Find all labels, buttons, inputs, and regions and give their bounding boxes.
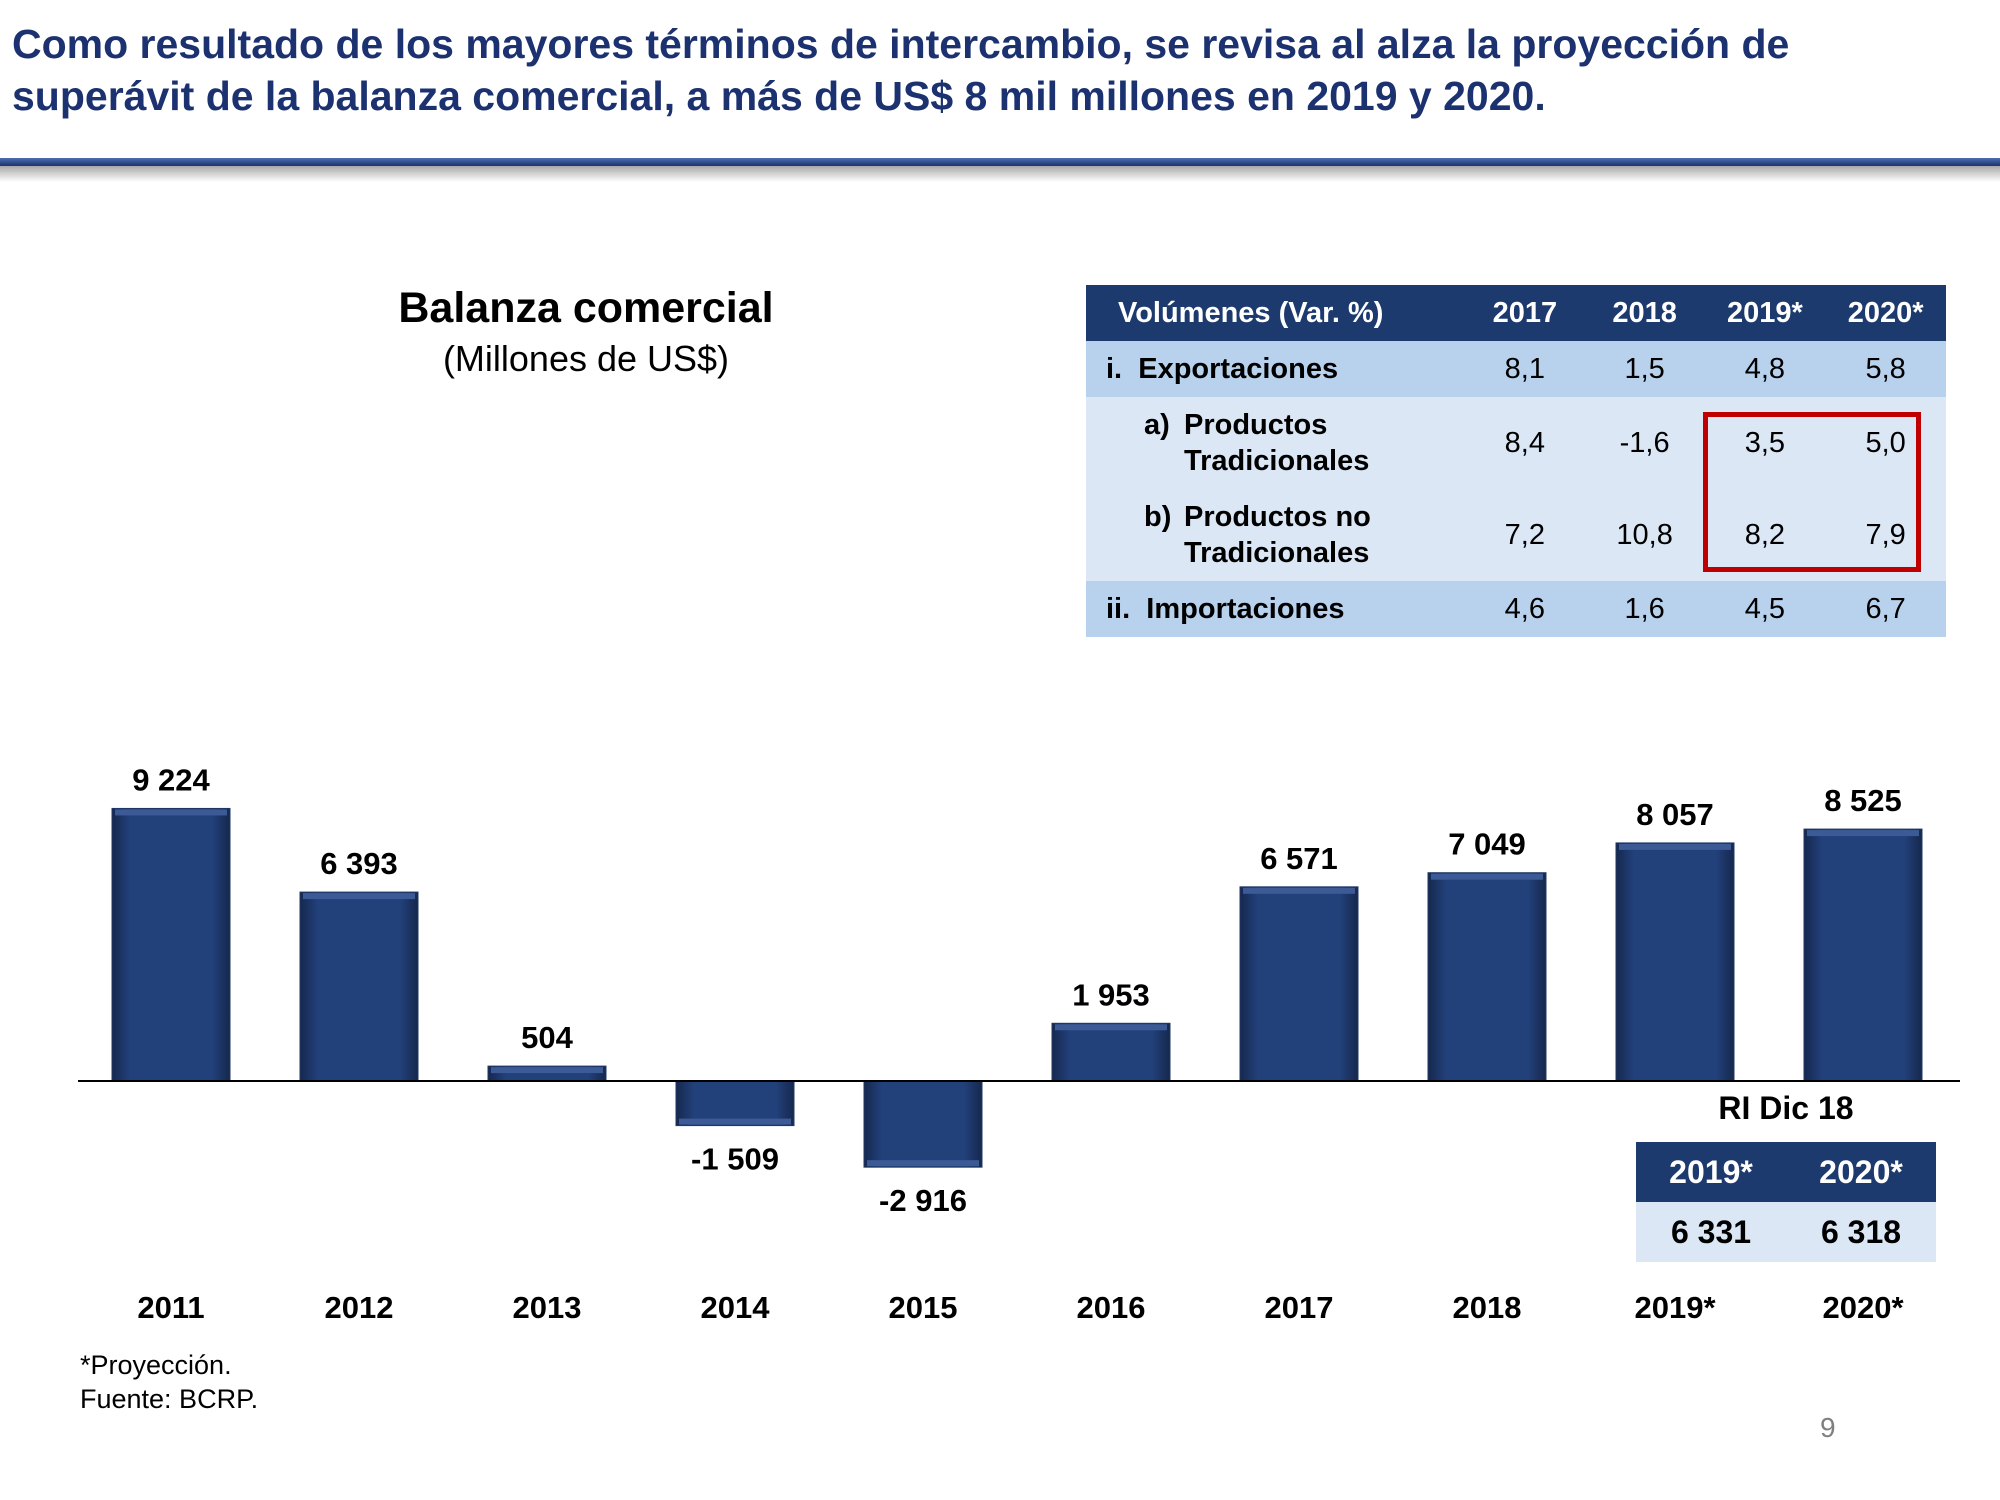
header-rule <box>0 158 2000 166</box>
headline: Como resultado de los mayores términos d… <box>12 18 1982 122</box>
footnote-source: Fuente: BCRP. <box>80 1384 259 1414</box>
data-label: 6 393 <box>320 846 398 881</box>
x-tick-label: 2012 <box>325 1290 394 1325</box>
table-cell: -1,6 <box>1584 397 1705 489</box>
data-label: 1 953 <box>1072 977 1150 1012</box>
x-tick-label: 2013 <box>513 1290 582 1325</box>
bar-2017 <box>1239 886 1359 1082</box>
row-label-line-2: Tradicionales <box>1184 445 1370 477</box>
ri-table-header: 2019* 2020* <box>1636 1142 1936 1202</box>
bar-bevel <box>303 893 415 900</box>
table-cell: 4,6 <box>1464 581 1585 637</box>
bar-bevel <box>1243 887 1355 894</box>
bar-2020 <box>1803 828 1923 1082</box>
row-label-tradicionales: a) Productos Tradicionales <box>1086 397 1465 489</box>
bar-bevel <box>115 809 227 816</box>
data-label: 8 057 <box>1636 797 1714 832</box>
data-label: 9 224 <box>132 762 210 797</box>
table-cell: 8,4 <box>1464 397 1585 489</box>
x-tick-label: 2018 <box>1453 1290 1522 1325</box>
ri-value-2020: 6 318 <box>1786 1202 1936 1262</box>
data-label: -1 509 <box>691 1142 779 1177</box>
ri-value-2019: 6 331 <box>1636 1202 1786 1262</box>
bar-2011 <box>111 807 231 1082</box>
row-prefix: ii. <box>1106 592 1131 625</box>
headline-line-1: Como resultado de los mayores términos d… <box>12 21 1790 67</box>
data-label: 6 571 <box>1260 841 1338 876</box>
table-cell: 4,8 <box>1704 341 1826 397</box>
row-prefix: a) <box>1144 409 1170 441</box>
x-tick-label: 2011 <box>137 1290 204 1325</box>
bar-2014 <box>675 1080 795 1127</box>
row-label-no-tradicionales: b) Productos no Tradicionales <box>1086 489 1465 581</box>
ri-header-2019: 2019* <box>1636 1142 1786 1202</box>
volumes-header-2017: 2017 <box>1464 285 1585 341</box>
row-prefix: b) <box>1144 501 1172 533</box>
ri-table-values: 6 331 6 318 <box>1636 1202 1936 1262</box>
row-label: Exportaciones <box>1138 352 1339 385</box>
row-label-line-2: Tradicionales <box>1184 537 1370 569</box>
ri-table-title: RI Dic 18 <box>1718 1090 1854 1126</box>
table-row-tradicionales: a) Productos Tradicionales 8,4 -1,6 3,5 … <box>1086 397 1946 489</box>
x-tick-label: 2020* <box>1822 1290 1904 1325</box>
table-cell: 8,1 <box>1464 341 1585 397</box>
ri-header-2020: 2020* <box>1786 1142 1936 1202</box>
volumes-table: Volúmenes (Var. %) 2017 2018 2019* 2020*… <box>1086 285 1946 637</box>
chart-subtitle: (Millones de US$) <box>442 338 730 379</box>
table-cell: 10,8 <box>1584 489 1705 581</box>
bar-2016 <box>1051 1022 1171 1082</box>
table-cell: 7,2 <box>1464 489 1585 581</box>
data-label: 7 049 <box>1448 827 1526 862</box>
x-tick-label: 2015 <box>889 1290 958 1325</box>
x-tick-label: 2019* <box>1634 1290 1716 1325</box>
projection-highlight-box <box>1703 412 1921 572</box>
page-number: 9 <box>1820 1412 1836 1443</box>
table-row-importaciones: ii. Importaciones 4,6 1,6 4,5 6,7 <box>1086 581 1946 637</box>
bar-bevel <box>1807 830 1919 837</box>
row-label-line-1: Productos <box>1184 409 1328 441</box>
table-row-exportaciones: i. Exportaciones 8,1 1,5 4,8 5,8 <box>1086 341 1946 397</box>
x-tick-label: 2014 <box>701 1290 771 1325</box>
header-rule-shadow <box>0 166 2000 182</box>
bar-bevel <box>867 1160 979 1167</box>
row-label-exportaciones: i. Exportaciones <box>1086 341 1465 397</box>
footnote: *Proyección. Fuente: BCRP. <box>80 1348 258 1416</box>
volumes-table-header: Volúmenes (Var. %) 2017 2018 2019* 2020* <box>1086 285 1946 341</box>
x-tick-label: 2017 <box>1265 1290 1334 1325</box>
table-cell: 1,6 <box>1584 581 1705 637</box>
chart-title: Balanza comercial <box>398 284 774 332</box>
table-cell: 1,5 <box>1584 341 1705 397</box>
table-cell: 4,5 <box>1704 581 1826 637</box>
table-cell: 7,9 <box>1825 489 1946 581</box>
bar-2018 <box>1427 872 1547 1082</box>
x-tick-label: 2016 <box>1077 1290 1146 1325</box>
bar-2019 <box>1615 842 1735 1082</box>
ri-table: 2019* 2020* 6 331 6 318 <box>1636 1142 1936 1262</box>
table-cell: 6,7 <box>1825 581 1946 637</box>
row-prefix: i. <box>1106 352 1123 385</box>
bar-2012 <box>299 891 419 1082</box>
volumes-header-label: Volúmenes (Var. %) <box>1086 285 1465 341</box>
table-cell: 8,2 <box>1704 489 1826 581</box>
volumes-header-2020: 2020* <box>1825 285 1946 341</box>
data-label: 504 <box>521 1020 573 1055</box>
bar-bevel <box>1431 873 1543 880</box>
table-cell: 5,8 <box>1825 341 1946 397</box>
bar-bevel <box>1055 1024 1167 1031</box>
row-label: Importaciones <box>1146 592 1345 625</box>
row-label-importaciones: ii. Importaciones <box>1086 581 1465 637</box>
bar-bevel <box>491 1067 603 1074</box>
volumes-header-2019: 2019* <box>1704 285 1826 341</box>
data-label: 8 525 <box>1824 783 1902 818</box>
headline-line-2: superávit de la balanza comercial, a más… <box>12 73 1546 119</box>
row-label-line-1: Productos no <box>1184 501 1371 533</box>
footnote-projection: *Proyección. <box>80 1350 232 1380</box>
table-row-no-tradicionales: b) Productos no Tradicionales 7,2 10,8 8… <box>1086 489 1946 581</box>
data-label: -2 916 <box>879 1183 967 1218</box>
bar-2015 <box>863 1080 983 1168</box>
bar-bevel <box>679 1118 791 1125</box>
volumes-header-2018: 2018 <box>1584 285 1705 341</box>
bar-bevel <box>1619 843 1731 850</box>
